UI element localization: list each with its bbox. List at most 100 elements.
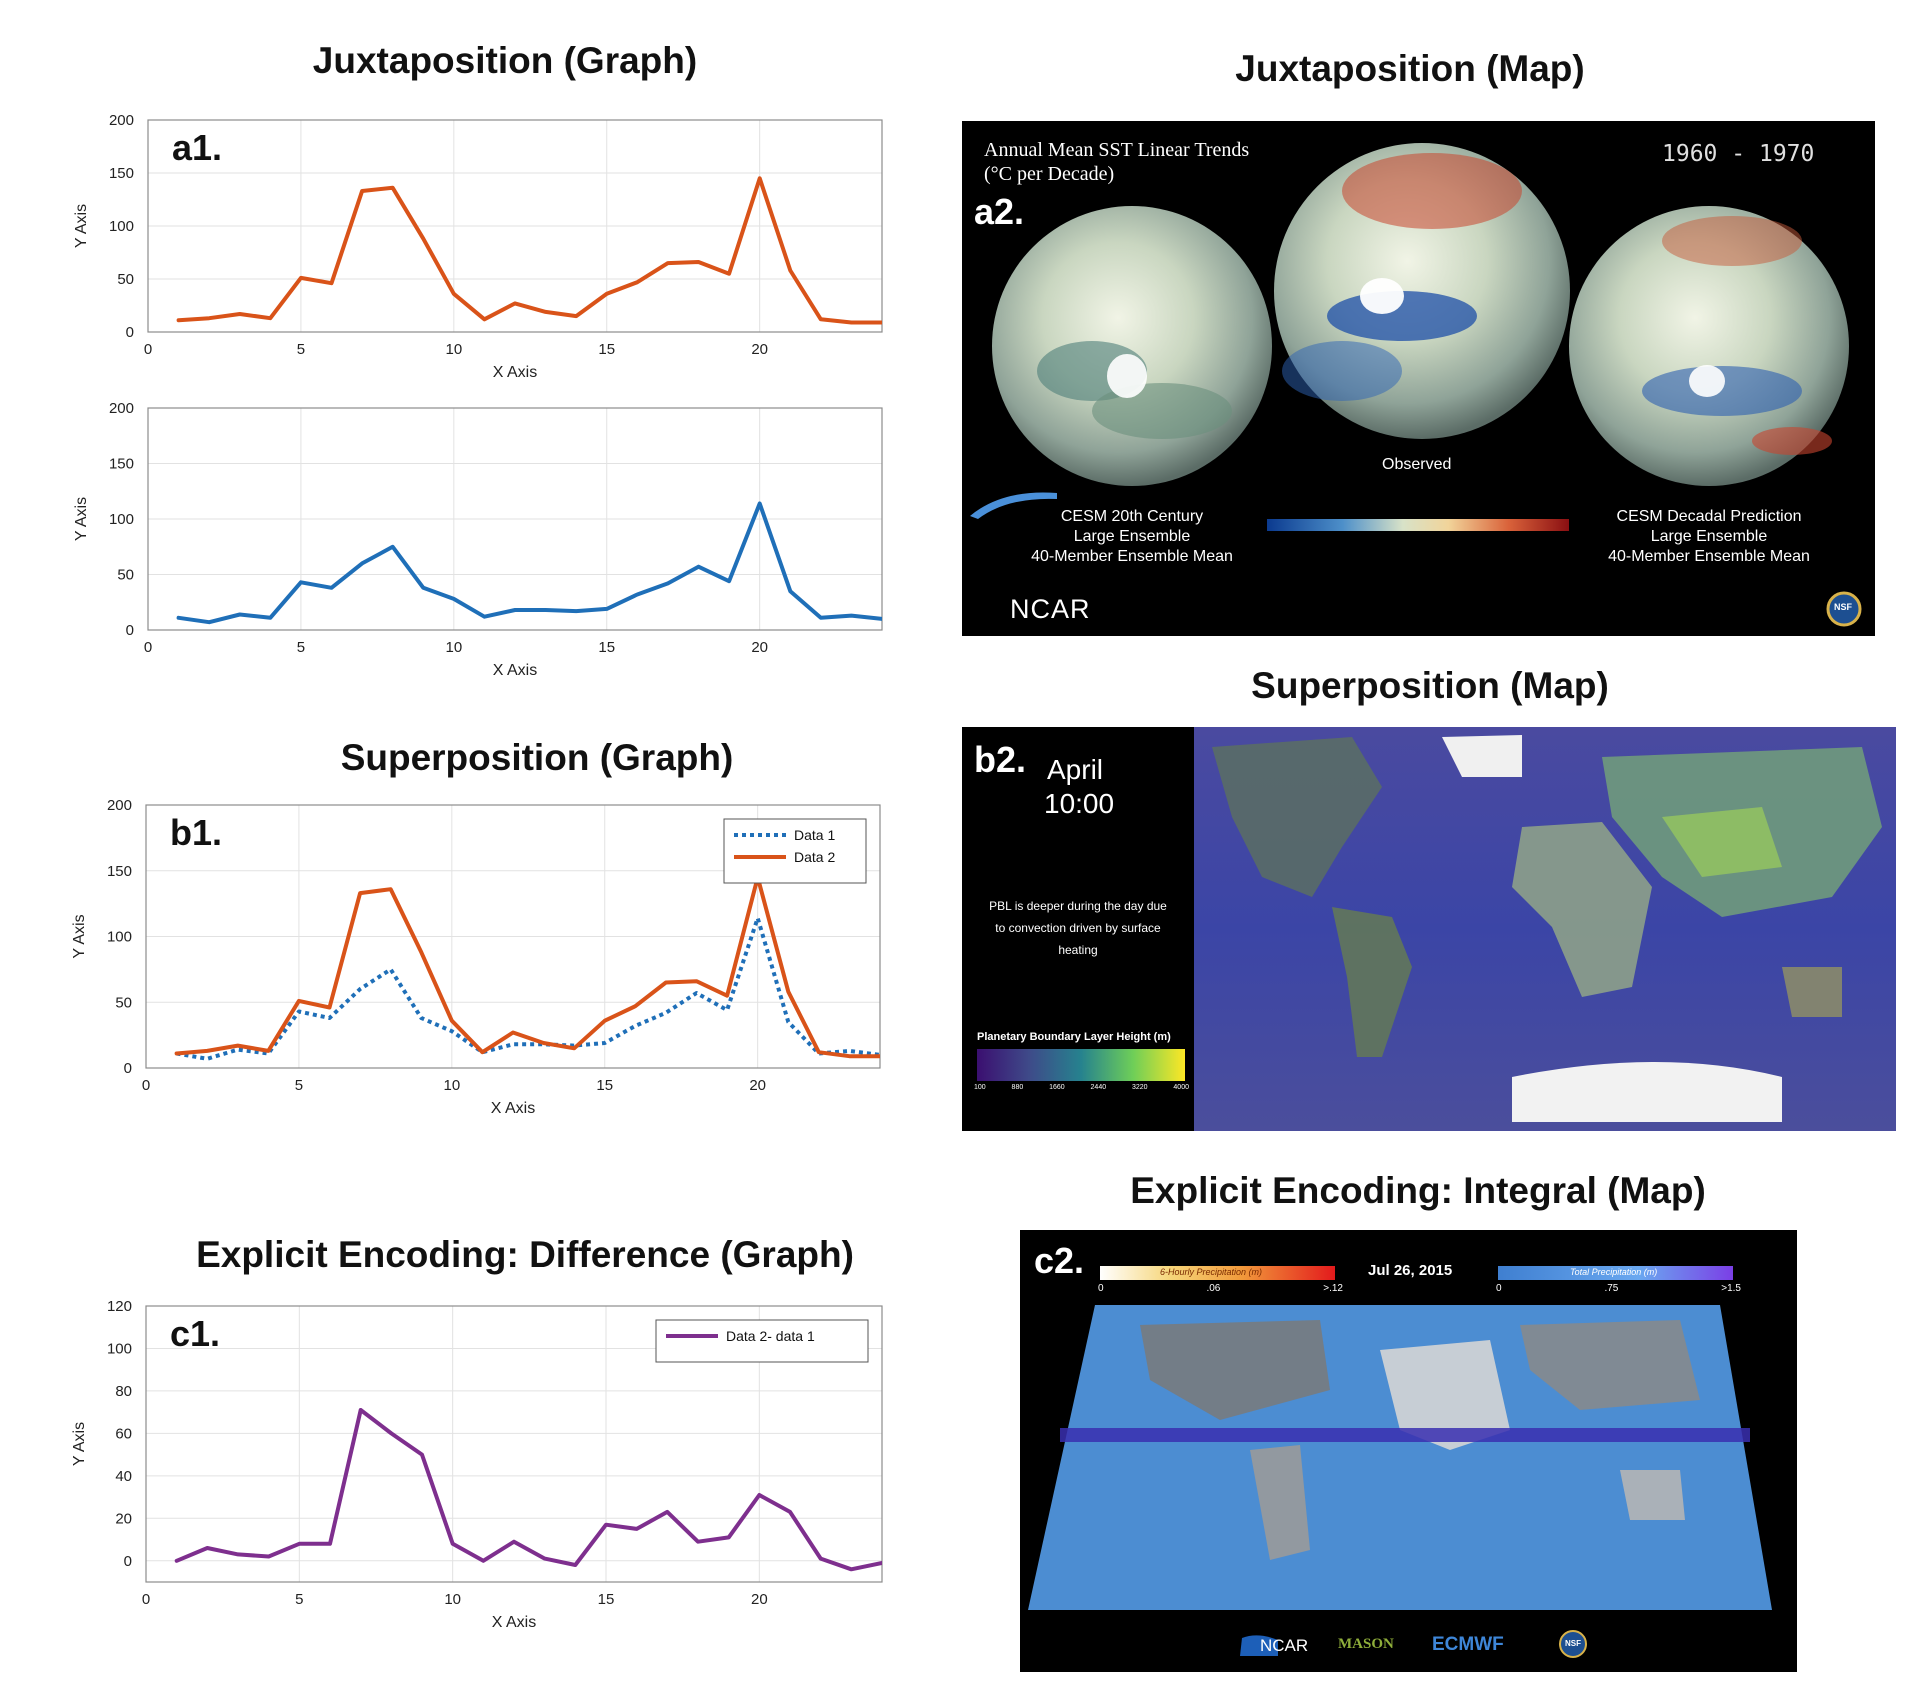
map-c2: c2. 6-Hourly Precipitation (m) Jul 26, 2… [1020,1230,1797,1672]
y-tick-label: 100 [109,511,134,528]
b2-note: PBL is deeper during the day due to conv… [967,895,1189,961]
precip-total-colorbar [1498,1266,1733,1280]
itcz-band [1060,1428,1750,1442]
y-tick-label: 80 [115,1383,132,1400]
c2-bar2-title: Total Precipitation (m) [1570,1267,1658,1277]
x-tick-label: 10 [444,1591,461,1608]
y-tick-label: 50 [117,567,134,584]
b2-note-line: heating [1058,943,1098,957]
title-b1: Superposition (Graph) [340,737,734,778]
ncar-logo-icon [1240,1635,1278,1656]
y-tick-label: 50 [117,271,134,288]
a2-right-caption-line: Large Ensemble [1650,528,1768,545]
x-axis-label: X Axis [491,1100,535,1117]
y-tick-label: 40 [115,1468,132,1485]
x-axis-label: X Axis [493,364,537,381]
series-group [176,176,882,325]
y-axis-label: Y Axis [73,497,90,541]
x-tick-label: 15 [598,639,615,656]
chart-a1-top: 0 50 100 150 200 0 5 10 15 20 X Axis Y Axis a1. [73,112,883,381]
title-a2: Juxtaposition (Map) [1235,48,1585,89]
ncar-logo-icon [970,492,1057,519]
series-line-data-2 [174,875,880,1059]
y-tick-label: 100 [107,929,132,946]
antarctica-shape [1512,1062,1782,1122]
legend-label: Data 2 [794,849,835,865]
c2-bar1-tick: >.12 [1323,1283,1343,1294]
a2-right-caption-line: CESM Decadal Prediction [1616,508,1802,525]
a2-left-caption: CESM 20th Century Large Ensemble 40-Memb… [1012,507,1252,567]
a2-left-caption-line: Large Ensemble [1073,528,1191,545]
y-tick-label: 0 [124,1553,132,1570]
c2-bar2-ticks: 0 .75 >1.5 [1496,1283,1741,1294]
x-tick-label: 0 [144,639,152,656]
y-axis-label: Y Axis [73,204,90,248]
x-tick-label: 15 [598,341,615,358]
title-c2: Explicit Encoding: Integral (Map) [1130,1170,1706,1211]
panel-label: c1. [170,1313,220,1354]
x-axis-label: X Axis [492,1614,536,1631]
c2-bar1-title: 6-Hourly Precipitation (m) [1160,1267,1263,1277]
y-tick-label: 50 [115,994,132,1011]
series-group [174,875,880,1061]
a2-year-from: 1960 [1662,141,1718,167]
legend-label: Data 2- data 1 [726,1328,815,1344]
legend-box [655,1319,869,1363]
b2-colorbar-ticks: 100 880 1660 2440 3220 4000 [974,1084,1189,1091]
map-a2: Annual Mean SST Linear Trends (°C per De… [962,121,1875,636]
x-tick-label: 5 [295,1077,303,1094]
sst-colorbar [1267,519,1569,531]
c2-panel-label: c2. [1034,1240,1085,1281]
series-line-series-0 [176,176,882,325]
b2-time: 10:00 [1044,788,1115,819]
map-c2-graphics [1028,1266,1772,1658]
b2-colorbar-tick: 880 [1011,1084,1024,1091]
b2-colorbar-tick: 3220 [1131,1084,1148,1091]
a2-title-2: (°C per Decade) [984,163,1115,185]
y-tick-label: 0 [126,324,134,341]
x-tick-label: 0 [142,1591,150,1608]
y-tick-label: 120 [107,1298,132,1315]
map-a2-graphics [970,143,1862,627]
y-tick-label: 200 [107,797,132,814]
c2-logo-mason: MASON [1338,1636,1394,1652]
globe-left [992,206,1272,486]
chart-c1: 0 20 40 60 80 100 120 0 5 10 15 20 X Axis Y Axis c1. Da… [71,1298,883,1631]
series-line-data-1 [176,916,880,1061]
y-tick-label: 200 [109,112,134,129]
x-tick-label: 10 [443,1077,460,1094]
plot-frame [147,407,883,631]
x-tick-label: 5 [297,341,305,358]
b2-colorbar-tick: 1660 [1049,1084,1065,1091]
series-group [174,1408,882,1572]
c2-bar2-tick: 0 [1496,1283,1502,1294]
chart-a1-bottom: 0 50 100 150 200 0 5 10 15 20 X Axis Y Axis [73,400,883,679]
a2-ncar-logo-text: NCAR [1010,594,1091,624]
title-c1: Explicit Encoding: Difference (Graph) [196,1234,854,1275]
c2-bar1-tick: 0 [1098,1283,1104,1294]
x-axis-label: X Axis [493,662,537,679]
b2-colorbar-title: Planetary Boundary Layer Height (m) [977,1031,1171,1043]
a2-right-caption-line: 40-Member Ensemble Mean [1608,548,1810,565]
a2-center-caption: Observed [1382,456,1452,473]
x-tick-label: 5 [297,639,305,656]
series-group [176,501,882,625]
globe-right [1569,206,1849,486]
c2-bar2-tick: >1.5 [1721,1283,1741,1294]
y-tick-label: 0 [124,1060,132,1077]
x-tick-label: 10 [445,341,462,358]
series-line-data-2-data-1 [174,1408,882,1572]
nsf-badge-icon [1559,1630,1587,1658]
a2-left-caption-line: 40-Member Ensemble Mean [1031,548,1233,565]
c2-date: Jul 26, 2015 [1368,1262,1453,1279]
plot-frame [145,1305,883,1583]
plot-frame [145,804,881,1069]
c2-bar1-ticks: 0 .06 >.12 [1098,1283,1343,1294]
c2-logo-nsf: NSF [1565,1639,1581,1648]
b2-colorbar-tick: 4000 [1173,1084,1189,1091]
title-a1: Juxtaposition (Graph) [312,40,698,81]
a2-right-caption: CESM Decadal Prediction Large Ensemble 4… [1589,507,1829,567]
a2-title-1: Annual Mean SST Linear Trends [984,139,1250,161]
b2-panel-label: b2. [974,739,1027,780]
chart-b1: 0 50 100 150 200 0 5 10 15 20 X Axis Y Axis b1. Data … [71,797,881,1117]
